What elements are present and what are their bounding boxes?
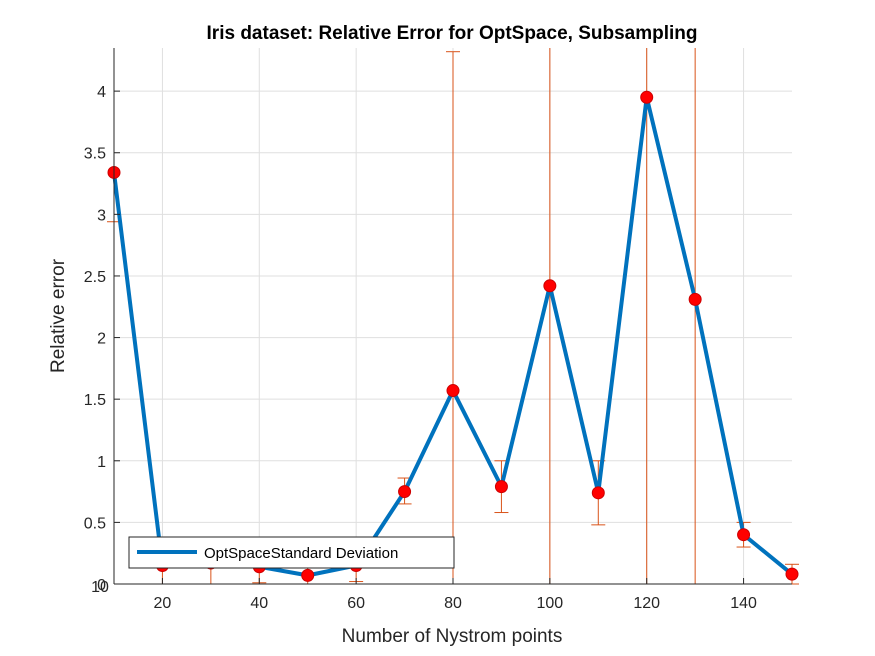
axis-ticks: 20 40 60 80 100 120 140 100 0.5 1 1.5 2 2.5 3 3.5 4 bbox=[84, 48, 792, 612]
y-tick-label: 0.5 bbox=[84, 515, 106, 532]
data-point bbox=[446, 384, 460, 398]
data-point bbox=[398, 485, 412, 499]
data-point bbox=[785, 567, 799, 581]
chart-title: Iris dataset: Relative Error for OptSpac… bbox=[207, 23, 698, 44]
error-bars bbox=[107, 48, 799, 585]
x-tick-label: 100 bbox=[537, 595, 564, 612]
data-point bbox=[301, 568, 315, 582]
x-axis-label: Number of Nystrom points bbox=[342, 626, 563, 647]
x-tick-label: 120 bbox=[633, 595, 660, 612]
legend: OptSpaceStandard Deviation bbox=[128, 536, 455, 569]
data-point bbox=[591, 486, 605, 500]
x-tick-label: 60 bbox=[347, 595, 365, 612]
y-tick-label: 1 bbox=[97, 454, 106, 471]
data-point bbox=[737, 528, 751, 542]
x-tick-label: 10 bbox=[91, 579, 109, 596]
y-tick-label: 3 bbox=[97, 207, 106, 224]
x-tick-label: 140 bbox=[730, 595, 757, 612]
x-tick-label: 80 bbox=[444, 595, 462, 612]
legend-label: OptSpaceStandard Deviation bbox=[204, 545, 398, 562]
y-tick-label: 1.5 bbox=[84, 392, 106, 409]
data-point bbox=[640, 90, 654, 104]
data-point bbox=[494, 480, 508, 494]
x-tick-label: 40 bbox=[250, 595, 268, 612]
y-tick-label: 2.5 bbox=[84, 269, 106, 286]
data-markers bbox=[107, 90, 799, 582]
y-tick-label: 0 bbox=[97, 577, 106, 594]
data-point bbox=[543, 279, 557, 293]
y-tick-label: 4 bbox=[97, 84, 106, 101]
x-tick-label: 20 bbox=[154, 595, 172, 612]
y-tick-label: 2 bbox=[97, 331, 106, 348]
y-axis-label: Relative error bbox=[48, 258, 69, 373]
data-point bbox=[688, 292, 702, 306]
y-tick-label: 3.5 bbox=[84, 146, 106, 163]
